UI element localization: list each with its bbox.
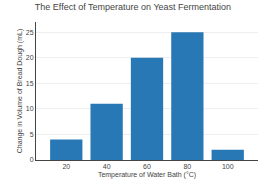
svg-text:40: 40	[103, 163, 111, 170]
svg-text:20: 20	[26, 54, 34, 61]
svg-text:15: 15	[26, 80, 34, 87]
svg-text:60: 60	[143, 163, 151, 170]
svg-text:80: 80	[183, 163, 191, 170]
svg-text:25: 25	[26, 29, 34, 36]
svg-text:10: 10	[26, 105, 34, 112]
svg-text:Change in Volume of Bread Doug: Change in Volume of Bread Dough (mL)	[16, 29, 24, 154]
svg-text:5: 5	[30, 131, 34, 138]
svg-text:Temperature of Water Bath (°C): Temperature of Water Bath (°C)	[98, 171, 196, 179]
svg-text:The Effect of Temperature on Y: The Effect of Temperature on Yeast Ferme…	[35, 2, 231, 12]
svg-text:0: 0	[30, 156, 34, 163]
svg-text:20: 20	[62, 163, 70, 170]
svg-text:100: 100	[222, 163, 234, 170]
